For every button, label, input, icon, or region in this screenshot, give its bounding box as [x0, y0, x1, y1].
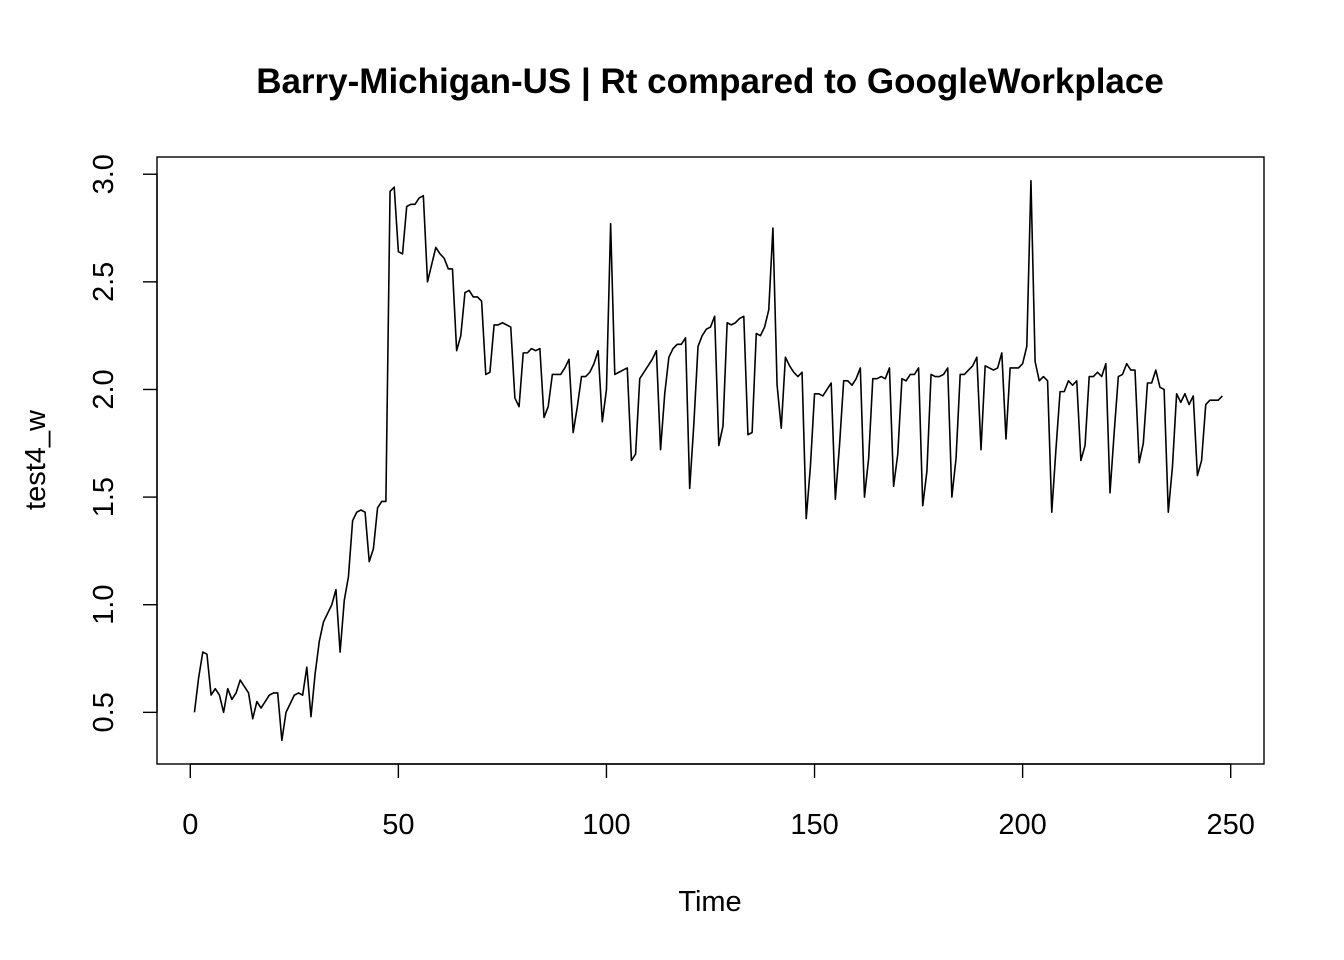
x-tick-label: 250	[1207, 809, 1255, 841]
x-tick-label: 0	[182, 809, 198, 841]
series-line	[193, 179, 1223, 742]
x-tick-label: 200	[998, 809, 1046, 841]
y-tick-label: 1.0	[88, 585, 120, 625]
y-tick-label: 0.5	[88, 692, 120, 732]
x-tick-label: 100	[582, 809, 630, 841]
x-axis-label: Time	[678, 886, 741, 918]
series-layer	[193, 179, 1223, 742]
x-axis: 0 50 100 150 200 250	[182, 763, 1255, 841]
y-tick-label: 1.5	[88, 477, 120, 517]
y-tick-label: 3.0	[88, 154, 120, 194]
y-axis: 0.5 1.0 1.5 2.0 2.5 3.0	[88, 154, 158, 733]
y-tick-label: 2.0	[88, 369, 120, 409]
y-tick-label: 2.5	[88, 262, 120, 302]
plot-area-frame	[156, 156, 1265, 765]
y-axis-label: test4_w	[20, 409, 52, 510]
x-tick-label: 150	[790, 809, 838, 841]
x-tick-label: 50	[382, 809, 414, 841]
chart-title: Barry-Michigan-US | Rt compared to Googl…	[256, 62, 1164, 101]
